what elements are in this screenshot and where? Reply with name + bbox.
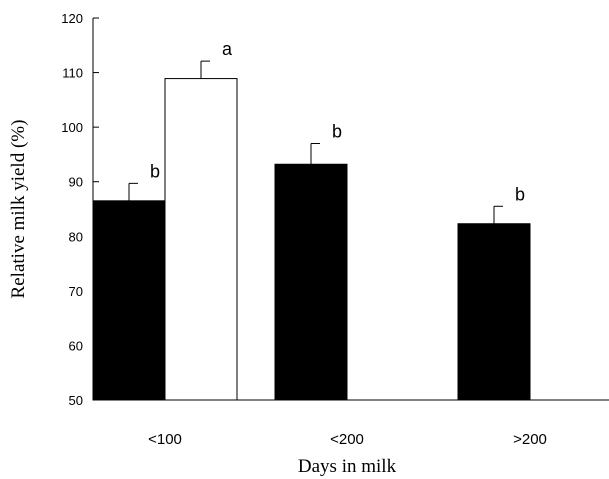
x-category-label-1: <200 [330,431,364,448]
y-tick-label-50: 50 [69,393,83,408]
bars-layer [92,78,531,401]
error-bars-layer [128,60,503,224]
x-axis-title: Days in milk [298,456,397,477]
y-ticks: 50 60 70 80 90 100 110 120 [61,11,99,408]
y-tick-label-120: 120 [61,11,83,26]
y-axis-title: Relative milk yield (%) [8,120,29,299]
x-category-label-2: >200 [513,431,547,448]
significance-letter-0-0: b [150,161,160,181]
significance-letters-layer: b b b a [150,39,525,204]
significance-letter-0-1: a [222,39,233,59]
bar-0-1 [164,78,238,401]
y-tick-label-110: 110 [62,66,83,81]
x-category-labels: <100 <200 >200 [148,431,547,448]
bar-0-0 [92,200,166,401]
y-tick-label-100: 100 [61,120,83,135]
y-tick-label-80: 80 [69,229,83,244]
bar-2-0 [457,223,531,401]
y-tick-label-90: 90 [69,175,83,190]
significance-letter-2-0: b [515,184,525,204]
y-tick-label-60: 60 [69,338,83,353]
bar-1-0 [274,163,348,401]
significance-letter-1-0: b [332,122,342,142]
x-category-label-0: <100 [148,431,182,448]
y-tick-label-70: 70 [69,284,83,299]
